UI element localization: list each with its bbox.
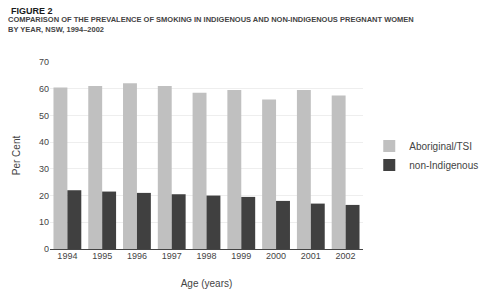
svg-text:2001: 2001 [301,251,321,261]
svg-text:FIGURE 2: FIGURE 2 [11,6,53,16]
svg-text:Age (years): Age (years) [181,278,233,289]
svg-text:non-Indigenous: non-Indigenous [409,160,478,171]
svg-text:1998: 1998 [196,251,216,261]
svg-text:2000: 2000 [266,251,286,261]
svg-text:Aboriginal/TSI: Aboriginal/TSI [409,141,472,152]
svg-text:20: 20 [39,191,49,201]
svg-text:60: 60 [39,84,49,94]
svg-text:30: 30 [39,164,49,174]
svg-text:10: 10 [39,217,49,227]
svg-text:1999: 1999 [231,251,251,261]
svg-text:1994: 1994 [57,251,77,261]
svg-text:1996: 1996 [127,251,147,261]
svg-text:COMPARISON OF THE PREVALENCE O: COMPARISON OF THE PREVALENCE OF SMOKING … [8,15,414,34]
svg-text:1997: 1997 [162,251,182,261]
svg-text:50: 50 [39,111,49,121]
svg-text:Per Cent: Per Cent [11,136,22,176]
svg-text:0: 0 [44,244,49,254]
svg-text:2002: 2002 [336,251,356,261]
svg-text:40: 40 [39,137,49,147]
svg-text:1995: 1995 [92,251,112,261]
svg-text:70: 70 [39,57,49,67]
